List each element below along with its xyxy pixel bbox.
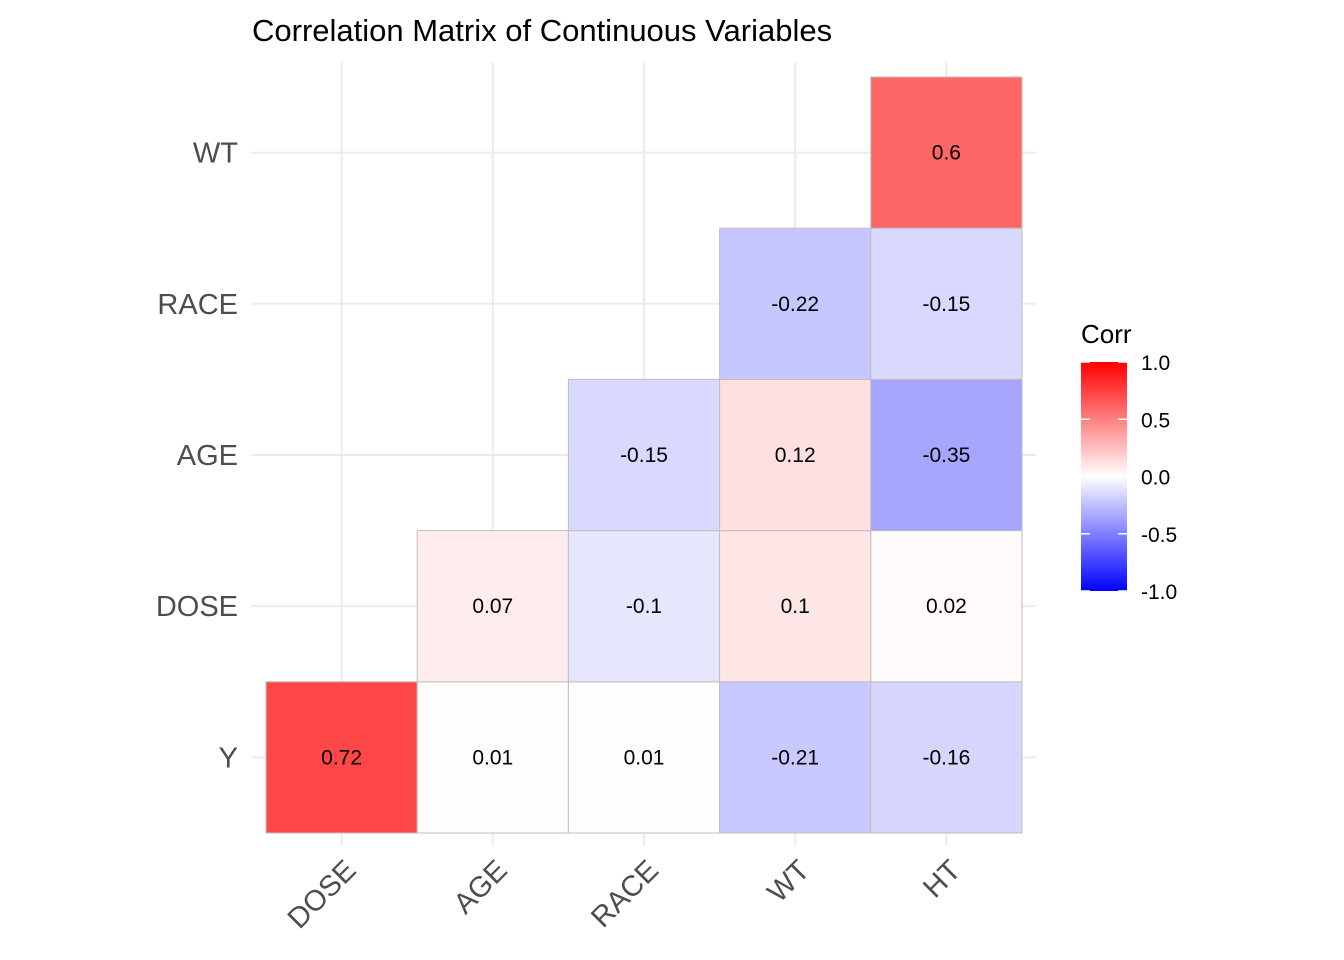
cell-value-label: 0.07 — [472, 595, 513, 618]
legend-tick-label: 0.5 — [1141, 409, 1170, 432]
cell-value-label: -0.15 — [922, 293, 970, 316]
cell-value-label: -0.21 — [771, 746, 819, 769]
cell-value-label: 0.12 — [775, 444, 816, 467]
cell-value-label: 0.01 — [472, 746, 513, 769]
chart-title: Correlation Matrix of Continuous Variabl… — [252, 13, 832, 48]
heatmap-cell — [265, 681, 418, 834]
cell-value-label: 0.1 — [781, 595, 810, 618]
cell-value-label: -0.22 — [771, 293, 819, 316]
x-tick-label: AGE — [448, 854, 514, 920]
color-legend: Corr 1.0 0.5 0.0 -0.5 -1.0 — [1081, 319, 1177, 604]
y-tick-label: WT — [193, 138, 238, 170]
cell-value-label: 0.72 — [321, 746, 362, 769]
x-tick-label: HT — [917, 854, 967, 904]
legend-tick-label: -1.0 — [1141, 581, 1177, 604]
y-tick-label: AGE — [177, 440, 238, 472]
y-tick-label: Y — [219, 742, 238, 774]
legend-tick-label: 1.0 — [1141, 352, 1170, 375]
heatmap-cell — [567, 681, 721, 834]
legend-title: Corr — [1081, 319, 1132, 349]
heatmap-cell — [719, 378, 872, 532]
heatmap-cell — [416, 530, 569, 683]
x-tick-label: DOSE — [282, 854, 363, 935]
y-tick-label: RACE — [157, 289, 238, 321]
cell-value-label: -0.35 — [922, 444, 970, 467]
cell-value-label: 0.01 — [624, 746, 665, 769]
heatmap-cells: 0.72 0.01 0.01 -0.21 -0.16 0.07 -0.1 0.1 0.02 -0.… — [265, 76, 1023, 834]
heatmap-cell — [416, 681, 569, 834]
cell-value-label: 0.02 — [926, 595, 967, 618]
heatmap-cell — [567, 530, 721, 683]
x-axis-labels: DOSE AGE RACE WT HT — [282, 854, 968, 935]
cell-value-label: -0.16 — [922, 746, 970, 769]
cell-value-label: 0.6 — [932, 142, 961, 165]
x-tick-label: RACE — [585, 854, 665, 934]
heatmap-cell — [870, 378, 1023, 532]
heatmap-cell — [567, 378, 721, 532]
cell-value-label: -0.15 — [620, 444, 668, 467]
heatmap-cell — [719, 530, 872, 683]
heatmap-cell — [870, 530, 1023, 683]
y-tick-label: DOSE — [156, 591, 238, 623]
x-tick-label: WT — [762, 854, 817, 909]
legend-tick-label: 0.0 — [1141, 467, 1170, 490]
heatmap-cell — [719, 681, 872, 834]
cell-value-label: -0.1 — [626, 595, 662, 618]
legend-ticks: 1.0 0.5 0.0 -0.5 -1.0 — [1081, 352, 1177, 604]
y-axis-labels: Y DOSE AGE RACE WT — [156, 138, 238, 775]
legend-tick-label: -0.5 — [1141, 524, 1177, 547]
heatmap-cell — [870, 227, 1023, 380]
heatmap-cell — [870, 76, 1023, 229]
heatmap-cell — [719, 227, 872, 380]
